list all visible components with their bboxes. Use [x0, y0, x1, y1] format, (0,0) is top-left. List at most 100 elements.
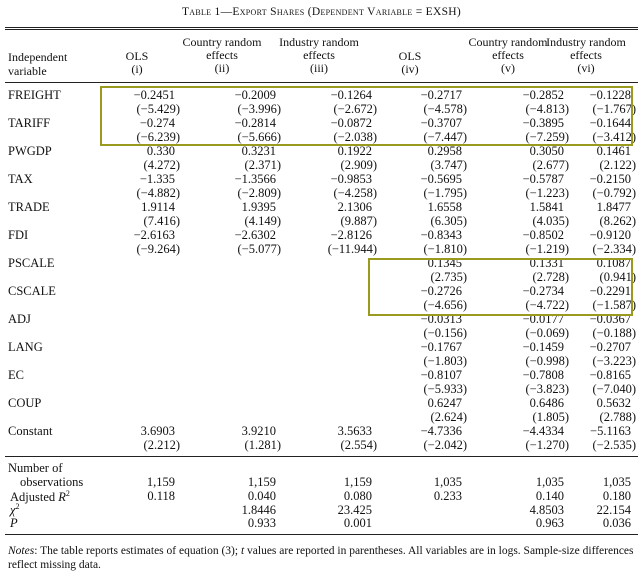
row-label: EC: [8, 368, 24, 382]
coefficient-cell: −0.274: [139, 116, 175, 130]
coefficient-cell: 0.2958: [427, 144, 462, 158]
top-rule: [5, 27, 638, 28]
column-header: Industry random effects (iii): [267, 36, 371, 75]
coefficient-cell: −0.3895: [522, 116, 564, 130]
column-header-number: (ii): [214, 61, 230, 75]
t-value-cell: (9.887): [340, 214, 377, 228]
column-header-number: (iv): [401, 62, 419, 76]
stats-value-cell: 1,035: [433, 475, 462, 489]
t-value-cell: (−0.998): [525, 354, 570, 368]
column-header-number: (vi): [577, 61, 595, 75]
column-header: OLS (i): [85, 50, 189, 76]
stats-label: Number of: [8, 461, 63, 476]
t-value-cell: (4.149): [244, 214, 281, 228]
stats-value-cell: 0.180: [602, 489, 631, 503]
t-value-cell: (0.941): [599, 270, 636, 284]
t-value-cell: (−3.996): [237, 102, 282, 116]
stats-label-line2: observations: [20, 475, 84, 489]
t-value-cell: (3.747): [430, 158, 467, 172]
stats-label-text: Number of: [8, 461, 63, 475]
t-value-cell: (−6.239): [136, 130, 181, 144]
row-label: CSCALE: [8, 284, 56, 298]
stats-label-text: P: [10, 516, 18, 530]
coefficient-cell: −0.3707: [420, 116, 462, 130]
coefficient-cell: −0.0367: [589, 312, 631, 326]
coefficient-cell: 1.5841: [529, 200, 564, 214]
stats-value-cell: 1,159: [247, 475, 276, 489]
t-value-cell: (−2.809): [237, 186, 282, 200]
t-value-cell: (−7.447): [423, 130, 468, 144]
t-value-cell: (−1.810): [423, 242, 468, 256]
row-label: TAX: [8, 172, 33, 186]
t-value-cell: (4.272): [143, 158, 180, 172]
stats-value-cell: 22.154: [596, 503, 631, 517]
row-label: ADJ: [8, 312, 31, 326]
column-header: Country random effects (ii): [170, 36, 274, 75]
t-value-cell: (2.554): [340, 438, 377, 452]
coefficient-cell: −0.1264: [330, 88, 372, 102]
coefficient-cell: −5.1163: [590, 424, 631, 438]
stats-label-text: χ: [10, 503, 16, 518]
t-value-cell: (−1.219): [525, 242, 570, 256]
coefficient-cell: −2.8126: [330, 228, 372, 242]
coefficient-cell: 3.6903: [140, 424, 175, 438]
coefficient-cell: −0.7808: [522, 368, 564, 382]
stats-value-cell: 0.140: [535, 489, 564, 503]
column-header-name: OLS: [398, 49, 422, 63]
t-value-cell: (−5.933): [423, 382, 468, 396]
coefficient-cell: −0.5787: [522, 172, 564, 186]
coefficient-cell: −1.335: [139, 172, 175, 186]
stats-value-cell: 4.8503: [529, 503, 564, 517]
row-label: FDI: [8, 228, 29, 242]
coefficient-cell: −0.2150: [589, 172, 631, 186]
coefficient-cell: −0.8165: [589, 368, 631, 382]
coefficient-cell: 0.1087: [596, 256, 631, 270]
stub-header-line2: variable: [8, 64, 47, 78]
coefficient-cell: −0.2707: [589, 340, 631, 354]
stats-value-cell: 0.080: [343, 489, 372, 503]
coefficient-cell: −2.6302: [234, 228, 276, 242]
coefficient-cell: 0.1345: [427, 256, 462, 270]
coefficient-cell: −0.9853: [330, 172, 372, 186]
notes-t: t: [240, 545, 245, 557]
t-value-cell: (2.735): [430, 270, 467, 284]
stats-value-cell: 1,159: [343, 475, 372, 489]
t-value-cell: (6.305): [430, 214, 467, 228]
t-value-cell: (−4.882): [136, 186, 181, 200]
column-header-number: (i): [131, 62, 143, 76]
t-value-cell: (−11.944): [327, 242, 377, 256]
t-value-cell: (−4.722): [525, 298, 570, 312]
column-header: Industry random effects (vi): [534, 36, 638, 75]
t-value-cell: (−2.672): [333, 102, 378, 116]
column-header: Country random effects (v): [456, 36, 560, 75]
coefficient-cell: −1.3566: [234, 172, 276, 186]
t-value-cell: (2.728): [532, 270, 569, 284]
bottom-rule: [5, 534, 638, 535]
stats-value-cell: 0.001: [343, 516, 372, 530]
notes-text2: values are reported in parentheses. All …: [8, 545, 634, 571]
t-value-cell: (−7.040): [592, 382, 637, 396]
t-value-cell: (−7.259): [525, 130, 570, 144]
t-value-cell: (2.909): [340, 158, 377, 172]
t-value-cell: (−4.656): [423, 298, 468, 312]
row-label: LANG: [8, 340, 43, 354]
column-header-name: Country random effects: [182, 35, 262, 62]
stats-label: P: [10, 516, 18, 531]
coefficient-cell: −2.6163: [133, 228, 175, 242]
coefficient-cell: −0.1228: [589, 88, 631, 102]
coefficient-cell: 1.9395: [241, 200, 276, 214]
notes-text1: : The table reports estimates of equatio…: [34, 545, 241, 557]
t-value-cell: (−2.042): [423, 438, 468, 452]
t-value-cell: (−0.156): [423, 326, 468, 340]
stats-value-cell: 0.933: [247, 516, 276, 530]
column-header-number: (v): [501, 61, 515, 75]
coefficient-cell: −0.2734: [522, 284, 564, 298]
t-value-cell: (−2.038): [333, 130, 378, 144]
coefficient-cell: 0.5632: [596, 396, 631, 410]
stub-header-line1: Independent: [8, 50, 68, 64]
coefficient-cell: 0.3050: [529, 144, 564, 158]
coefficient-cell: −0.8502: [522, 228, 564, 242]
t-value-cell: (−4.578): [423, 102, 468, 116]
t-value-cell: (2.788): [599, 410, 636, 424]
coefficient-cell: 3.9210: [241, 424, 276, 438]
